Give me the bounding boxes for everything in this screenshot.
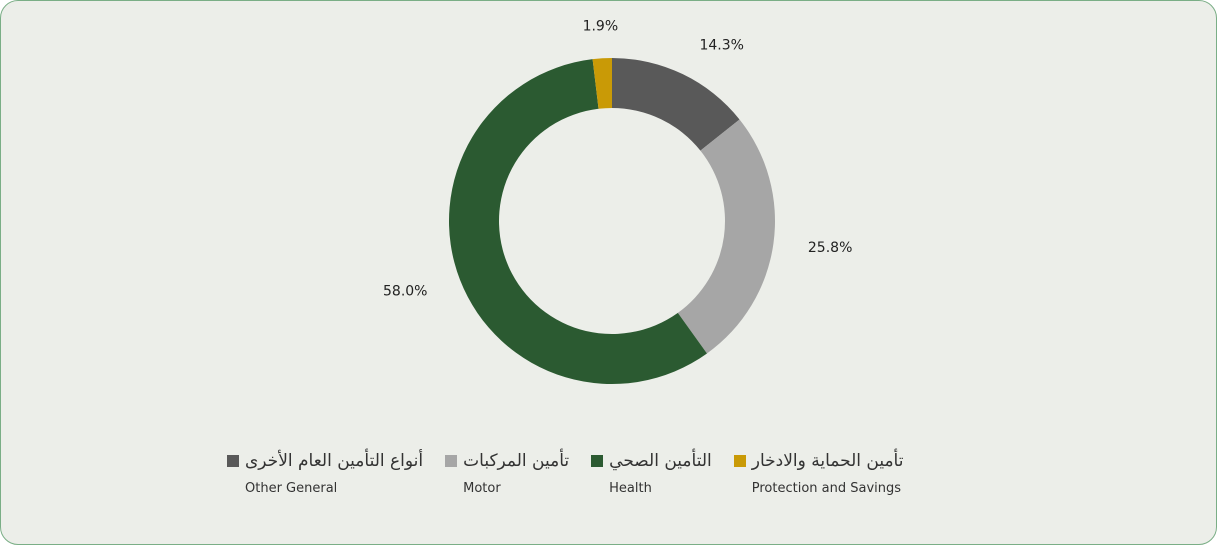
legend-label-ar: التأمين الصحي bbox=[609, 451, 712, 471]
legend-label-ar: تأمين المركبات bbox=[463, 451, 570, 471]
data-label: 14.3% bbox=[699, 37, 743, 53]
legend-label-ar: أنواع التأمين العام الأخرى bbox=[245, 451, 424, 471]
legend-swatch bbox=[445, 455, 458, 467]
legend-item: أنواع التأمين العام الأخرى Other General bbox=[227, 451, 423, 496]
legend: أنواع التأمين العام الأخرى Other General ت… bbox=[227, 451, 903, 496]
legend-row: أنواع التأمين العام الأخرى bbox=[227, 451, 423, 471]
legend-item: التأمين الصحي Health bbox=[591, 451, 712, 496]
legend-item: تأمين الحماية والادخار Protection and Sav… bbox=[733, 451, 904, 496]
data-label: 1.9% bbox=[583, 18, 619, 34]
legend-label: Health bbox=[609, 481, 652, 496]
legend-label: Motor bbox=[463, 481, 501, 496]
legend-label: Other General bbox=[245, 481, 338, 496]
data-label: 58.0% bbox=[383, 284, 427, 300]
legend-row: تأمين الحماية والادخار bbox=[733, 451, 904, 471]
donut-slice bbox=[612, 58, 740, 151]
legend-swatch bbox=[733, 455, 746, 467]
donut-slice bbox=[448, 59, 707, 385]
legend-swatch bbox=[227, 455, 239, 467]
donut-slice bbox=[592, 58, 612, 109]
legend-item: تأمين المركبات Motor bbox=[445, 451, 569, 496]
legend-swatch bbox=[591, 455, 604, 467]
legend-row: التأمين الصحي bbox=[591, 451, 712, 471]
legend-row: تأمين المركبات bbox=[445, 451, 569, 471]
donut-slice bbox=[677, 119, 775, 354]
data-label: 25.8% bbox=[808, 240, 852, 256]
legend-label-ar: تأمين الحماية والادخار bbox=[751, 451, 904, 471]
legend-label: Protection and Savings bbox=[751, 481, 902, 496]
